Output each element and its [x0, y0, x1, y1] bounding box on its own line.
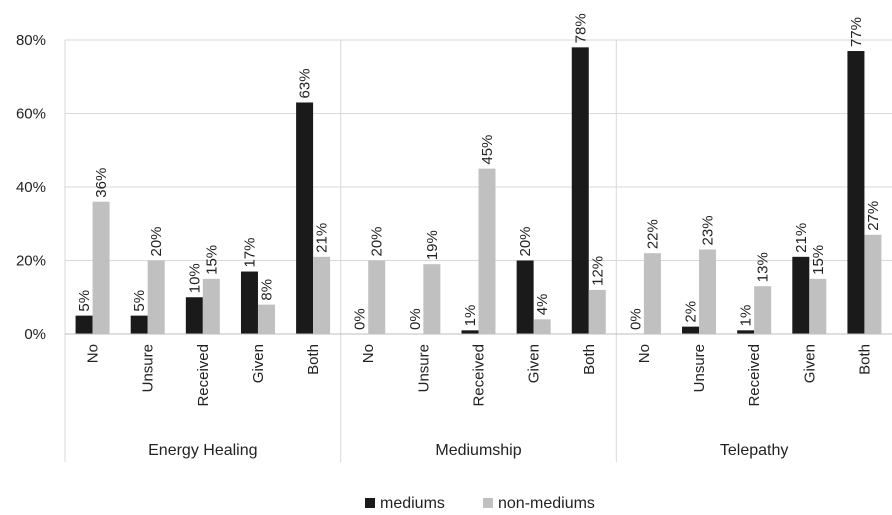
- category-label: Given: [250, 344, 267, 383]
- data-label: 27%: [865, 201, 882, 231]
- bar-non-mediums: [643, 253, 661, 334]
- data-label: 8%: [258, 279, 275, 301]
- data-label: 1%: [462, 305, 479, 327]
- bar-mediums: [682, 326, 700, 334]
- bar-non-mediums: [368, 260, 386, 334]
- data-label: 1%: [738, 305, 755, 327]
- legend: mediums non-mediums: [365, 495, 595, 512]
- data-label: 0%: [407, 308, 424, 330]
- bar-non-mediums: [92, 201, 110, 334]
- category-label: Both: [305, 344, 322, 375]
- bar-mediums: [737, 330, 755, 334]
- data-label: 0%: [627, 308, 644, 330]
- category-label: Received: [195, 344, 212, 407]
- legend-swatch-mediums: [365, 498, 375, 508]
- bar-non-mediums: [864, 234, 882, 334]
- category-label: Both: [581, 344, 598, 375]
- bar-non-mediums: [478, 168, 496, 334]
- bar-mediums: [792, 256, 810, 334]
- bar-non-mediums: [147, 260, 165, 334]
- data-label: 63%: [297, 68, 314, 98]
- y-tick-label: 40%: [16, 179, 46, 196]
- bar-non-mediums: [588, 289, 606, 334]
- data-label: 78%: [572, 13, 589, 43]
- bar-non-mediums: [754, 286, 772, 334]
- x-axis: No Unsure Received Given Both Energy Healing N…: [65, 333, 892, 459]
- data-labels: 5%36%5%20%10%15% 17%8%63%21%0%20%0%19%1%4…: [76, 13, 882, 330]
- bar-non-mediums: [257, 304, 275, 334]
- y-tick-label: 0%: [24, 326, 46, 343]
- data-label: 36%: [93, 168, 110, 198]
- data-label: 22%: [644, 219, 661, 249]
- category-label: Unsure: [140, 344, 157, 392]
- data-label: 23%: [700, 215, 717, 245]
- category-label: Unsure: [415, 344, 432, 392]
- data-label: 20%: [517, 226, 534, 256]
- legend-swatch-non-mediums: [483, 498, 493, 508]
- bar-mediums: [296, 102, 314, 334]
- y-tick-label: 20%: [16, 253, 46, 270]
- category-label: Given: [801, 344, 818, 383]
- y-axis: 0% 20% 40% 60% 80%: [16, 32, 46, 343]
- data-label: 45%: [479, 135, 496, 165]
- bar-mediums: [516, 260, 534, 334]
- data-label: 5%: [131, 290, 148, 312]
- y-tick-label: 80%: [16, 32, 46, 49]
- group-label: Energy Healing: [148, 442, 257, 459]
- bar-non-mediums: [202, 278, 220, 334]
- category-label: Received: [471, 344, 488, 407]
- legend-label-non-mediums: non-mediums: [498, 495, 595, 512]
- category-label: No: [85, 344, 102, 363]
- data-label: 2%: [683, 301, 700, 323]
- group-label: Mediumship: [435, 442, 521, 459]
- category-label: No: [360, 344, 377, 363]
- bar-mediums: [75, 315, 93, 334]
- bars: [75, 47, 882, 335]
- bar-mediums: [130, 315, 148, 334]
- legend-label-mediums: mediums: [380, 495, 445, 512]
- data-label: 0%: [352, 308, 369, 330]
- category-label: Both: [856, 344, 873, 375]
- bar-mediums: [461, 330, 479, 334]
- group-label: Telepathy: [720, 442, 789, 459]
- bar-non-mediums: [313, 256, 331, 334]
- data-label: 4%: [534, 294, 551, 316]
- group-separators: [64, 40, 617, 462]
- category-label: Received: [746, 344, 763, 407]
- bar-non-mediums: [423, 264, 441, 334]
- bar-non-mediums: [809, 278, 827, 334]
- data-label: 17%: [241, 237, 258, 267]
- category-label: Given: [526, 344, 543, 383]
- data-label: 15%: [810, 245, 827, 275]
- data-label: 21%: [793, 223, 810, 253]
- bar-non-mediums: [533, 319, 551, 334]
- data-label: 12%: [589, 256, 606, 286]
- bar-non-mediums: [699, 249, 717, 334]
- data-label: 5%: [76, 290, 93, 312]
- bar-mediums: [571, 47, 589, 334]
- data-label: 20%: [148, 226, 165, 256]
- data-label: 20%: [369, 226, 386, 256]
- data-label: 10%: [186, 263, 203, 293]
- category-label: Unsure: [691, 344, 708, 392]
- y-tick-label: 60%: [16, 106, 46, 123]
- data-label: 77%: [848, 17, 865, 47]
- category-label: No: [636, 344, 653, 363]
- data-label: 13%: [755, 252, 772, 282]
- bar-mediums: [847, 51, 865, 335]
- data-label: 21%: [314, 223, 331, 253]
- bar-mediums: [185, 297, 203, 334]
- data-label: 19%: [424, 230, 441, 260]
- bar-mediums: [240, 271, 258, 334]
- data-label: 15%: [203, 245, 220, 275]
